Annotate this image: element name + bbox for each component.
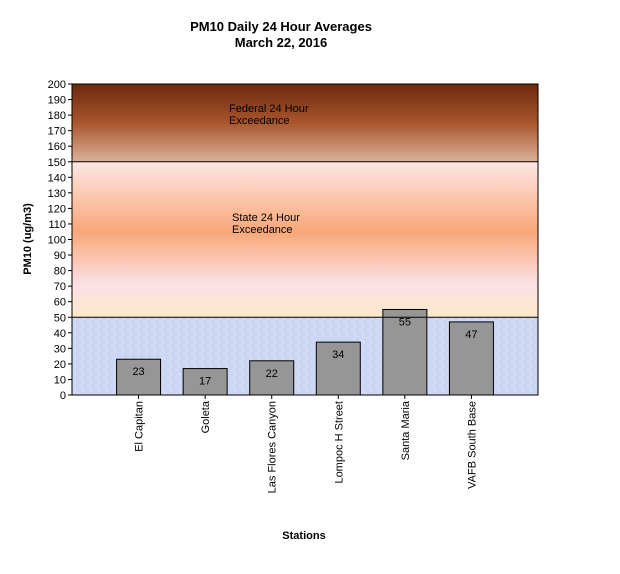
y-axis-title: PM10 (ug/m3) <box>22 203 34 275</box>
chart-title: PM10 Daily 24 Hour Averages <box>190 19 372 34</box>
chart-subtitle: March 22, 2016 <box>235 35 328 50</box>
y-tick-label: 180 <box>48 110 66 122</box>
y-tick-label: 50 <box>54 312 66 324</box>
y-tick-label: 160 <box>48 141 66 153</box>
y-tick-label: 130 <box>48 188 66 200</box>
y-tick-label: 70 <box>54 281 66 293</box>
y-tick-label: 90 <box>54 250 66 262</box>
y-tick-label: 30 <box>54 343 66 355</box>
x-axis-title: Stations <box>282 530 325 542</box>
y-tick-label: 100 <box>48 235 66 247</box>
zone-label-line: Federal 24 Hour <box>229 103 309 115</box>
state-exceedance-zone <box>72 161 538 318</box>
y-axis: 0 10 20 30 40 50 60 70 80 90 100 110 120 130 140 150 160… <box>48 79 72 402</box>
y-tick-label: 110 <box>48 219 66 231</box>
bar-value-label: 47 <box>465 329 477 341</box>
y-tick-label: 190 <box>48 95 66 107</box>
x-tick-label: Santa Maria <box>400 400 412 460</box>
bar-value-label: 34 <box>332 349 344 361</box>
zone-label-line: Exceedance <box>232 224 293 236</box>
bars: 23 17 22 34 55 47 <box>116 308 494 396</box>
bar-lompoc-h-street <box>315 341 361 396</box>
x-axis: El Capitan Goleta Las Flores Canyon Lompoc … <box>134 395 478 493</box>
zone-label-line: Exceedance <box>229 115 290 127</box>
x-tick-label: VAFB South Base <box>466 401 478 489</box>
bar-value-label: 22 <box>266 368 278 380</box>
x-tick-label: Goleta <box>200 400 212 433</box>
x-tick-label: El Capitan <box>134 401 146 452</box>
bar-goleta <box>182 368 228 396</box>
threshold-lines <box>72 161 538 318</box>
x-tick-label: Las Flores Canyon <box>267 401 279 493</box>
zone-label-line: State 24 Hour <box>232 212 300 224</box>
y-tick-label: 40 <box>54 328 66 340</box>
y-tick-label: 200 <box>48 79 66 91</box>
bar-value-label: 23 <box>132 366 144 378</box>
y-tick-label: 10 <box>54 374 66 386</box>
x-tick-label: Lompoc H Street <box>333 401 345 484</box>
y-tick-label: 20 <box>54 359 66 371</box>
bar-las-flores-canyon <box>249 360 295 396</box>
federal-exceedance-zone <box>72 84 538 162</box>
y-tick-label: 120 <box>48 203 66 215</box>
y-tick-label: 60 <box>54 297 66 309</box>
y-tick-label: 140 <box>48 172 66 184</box>
bar-vafb-south-base <box>448 321 494 396</box>
y-tick-label: 80 <box>54 266 66 278</box>
y-tick-label: 170 <box>48 126 66 138</box>
y-tick-label: 150 <box>48 157 66 169</box>
bar-value-label: 55 <box>399 316 411 328</box>
bar-value-label: 17 <box>199 376 211 388</box>
y-tick-label: 0 <box>60 390 66 402</box>
